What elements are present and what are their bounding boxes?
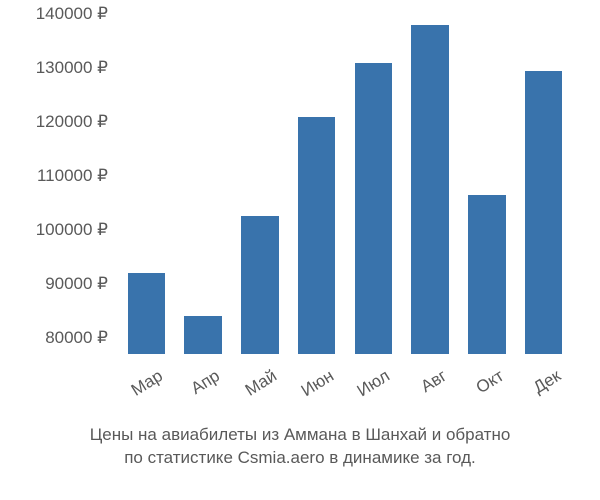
y-tick-label: 90000 ₽ <box>45 274 108 294</box>
y-tick-label: 120000 ₽ <box>36 112 108 132</box>
bar <box>525 71 562 354</box>
x-tick-label: Окт <box>473 366 508 398</box>
x-tick-label: Мар <box>128 366 167 401</box>
chart-caption: Цены на авиабилеты из Аммана в Шанхай и … <box>0 424 600 470</box>
x-axis-labels: Мар Апр Май Июн Июл Авг Окт Дек <box>118 366 572 426</box>
bar <box>128 273 165 354</box>
y-tick-label: 100000 ₽ <box>36 220 108 240</box>
y-tick-label: 130000 ₽ <box>36 58 108 78</box>
y-tick-label: 110000 ₽ <box>37 166 108 186</box>
x-tick-label: Дек <box>530 366 565 398</box>
plot-area <box>118 14 572 354</box>
bar <box>355 63 392 354</box>
bar <box>184 316 221 354</box>
price-chart: 80000 ₽ 90000 ₽ 100000 ₽ 110000 ₽ 120000 ₽ 13… <box>0 0 600 500</box>
x-tick-label: Май <box>242 366 281 401</box>
x-tick-label: Июн <box>297 366 337 401</box>
bar <box>411 25 448 354</box>
x-tick-label: Авг <box>418 366 451 397</box>
bars-group <box>118 14 572 354</box>
x-tick-label: Июл <box>354 366 394 401</box>
bar <box>298 117 335 354</box>
caption-line-2: по статистике Csmia.aero в динамике за г… <box>0 447 600 470</box>
bar <box>468 195 505 354</box>
caption-line-1: Цены на авиабилеты из Аммана в Шанхай и … <box>0 424 600 447</box>
y-tick-label: 140000 ₽ <box>36 4 108 24</box>
x-tick-label: Апр <box>188 366 224 399</box>
bar <box>241 216 278 354</box>
y-tick-label: 80000 ₽ <box>45 328 108 348</box>
y-axis: 80000 ₽ 90000 ₽ 100000 ₽ 110000 ₽ 120000 ₽ 13… <box>0 14 108 354</box>
